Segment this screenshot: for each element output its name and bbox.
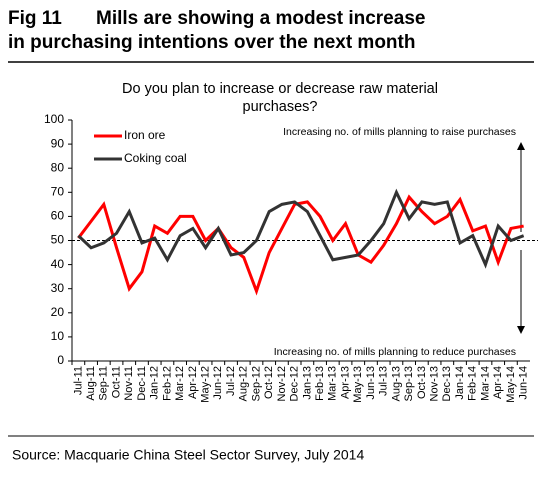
x-tick-label: May-14: [505, 366, 517, 403]
x-tick-label: Nov-13: [428, 366, 440, 401]
x-tick-label: Dec-11: [136, 366, 148, 401]
x-tick-label: Nov-12: [276, 366, 288, 401]
chart-title: Do you plan to increase or decrease raw …: [122, 81, 438, 115]
x-tick-label: Sep-11: [98, 366, 110, 401]
y-tick-label: 40: [51, 257, 65, 271]
x-tick-label: Dec-12: [289, 366, 301, 401]
x-tick-label: Mar-13: [327, 366, 339, 401]
y-tick-label: 100: [44, 112, 64, 126]
x-tick-label: Oct-13: [416, 366, 428, 399]
x-tick-label: Mar-14: [479, 366, 491, 401]
x-tick-label: Jul-12: [225, 366, 237, 396]
annotation: Increasing no. of mills planning to redu…: [274, 346, 516, 358]
x-tick-label: Apr-14: [492, 366, 504, 399]
x-tick-label: Aug-12: [238, 366, 250, 401]
legend-label: Iron ore: [124, 128, 166, 142]
legend-label: Coking coal: [124, 151, 187, 165]
x-tick-label: Jul-11: [72, 366, 84, 395]
y-tick-label: 30: [51, 281, 65, 295]
x-tick-label: Oct-12: [263, 366, 275, 399]
figure-number: Fig 11: [8, 8, 62, 29]
x-tick-label: Jul-13: [378, 366, 390, 396]
x-tick-label: Sep-13: [403, 366, 415, 401]
x-tick-label: Jun-14: [518, 366, 530, 400]
x-tick-label: Oct-11: [110, 366, 122, 398]
y-tick-label: 60: [51, 209, 65, 223]
x-tick-label: Apr-12: [187, 366, 199, 399]
x-tick-label: Jan-13: [301, 366, 313, 400]
x-tick-label: Feb-14: [467, 366, 479, 401]
x-tick-label: Feb-12: [161, 366, 173, 401]
y-tick-label: 10: [51, 329, 65, 343]
y-tick-label: 80: [51, 160, 65, 174]
x-tick-label: Aug-11: [85, 366, 97, 401]
x-tick-label: Sep-12: [250, 366, 262, 401]
x-tick-label: Apr-13: [339, 366, 351, 399]
series-line: [77, 194, 524, 296]
x-tick-label: Jun-12: [212, 366, 224, 400]
x-tick-label: Jan-14: [454, 366, 466, 400]
y-tick-label: 50: [51, 233, 65, 247]
x-tick-label: Jan-12: [149, 366, 161, 400]
y-tick-label: 20: [51, 305, 65, 319]
y-tick-label: 90: [51, 136, 65, 150]
x-tick-label: Aug-13: [390, 366, 402, 401]
annotation: Increasing no. of mills planning to rais…: [283, 126, 516, 138]
x-tick-label: Feb-13: [314, 366, 326, 401]
x-tick-label: May-12: [199, 366, 211, 403]
source: Source: Macquarie China Steel Sector Sur…: [12, 447, 364, 463]
series-line: [77, 188, 525, 269]
x-tick-label: Nov-11: [123, 366, 135, 401]
x-tick-label: Mar-12: [174, 366, 186, 401]
header-title: Mills are showing a modest increase in pu…: [8, 8, 425, 53]
x-tick-label: Dec-13: [441, 366, 453, 401]
y-tick-label: 70: [51, 184, 65, 198]
y-tick-label: 0: [57, 353, 64, 367]
x-tick-label: Jun-13: [365, 366, 377, 400]
x-tick-label: May-13: [352, 366, 364, 403]
